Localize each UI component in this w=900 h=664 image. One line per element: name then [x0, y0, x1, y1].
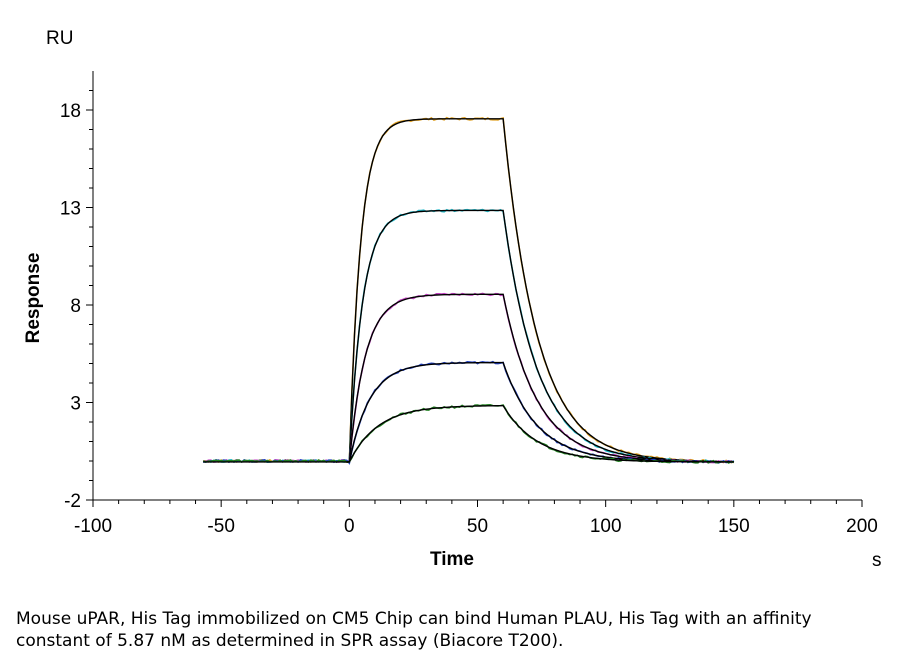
- y-tick-label: 18: [60, 101, 81, 122]
- series-2-data-line: [202, 208, 735, 464]
- x-tick-label: -100: [74, 516, 112, 537]
- x-unit-label: s: [872, 550, 882, 571]
- series-1-data-line: [203, 116, 735, 464]
- series-5-fit-line: [346, 404, 734, 463]
- y-tick-label: 3: [70, 394, 81, 415]
- x-tick-label: 150: [718, 516, 750, 537]
- y-tick-label: 8: [70, 296, 81, 317]
- x-tick-label: 200: [846, 516, 878, 537]
- sensorgram-chart: -100 -50 0 50 100 150 200 -2 3 8 13 18 RU s Time Re…: [23, 28, 882, 571]
- series-4-data-line: [203, 360, 735, 465]
- series-3-data-line: [203, 292, 735, 464]
- x-axis-title: Time: [430, 549, 474, 570]
- series-5-data-line: [202, 404, 735, 464]
- x-tick-label: 100: [590, 516, 622, 537]
- x-tick-label: 50: [467, 516, 488, 537]
- axes: -100 -50 0 50 100 150 200 -2 3 8 13 18: [60, 71, 878, 537]
- series-1-fit-line: [346, 118, 734, 463]
- y-tick-label: 13: [60, 199, 81, 220]
- curves: [202, 116, 735, 465]
- y-axis-title: Response: [23, 253, 44, 344]
- x-tick-label: -50: [207, 516, 234, 537]
- y-tick-label: -2: [64, 491, 81, 512]
- figure-caption: Mouse uPAR, His Tag immobilized on CM5 C…: [16, 609, 812, 651]
- y-unit-label: RU: [46, 28, 73, 49]
- labels: RU s Time Response: [23, 28, 882, 571]
- x-tick-label: 0: [344, 516, 355, 537]
- series-2-fit-line: [346, 209, 734, 463]
